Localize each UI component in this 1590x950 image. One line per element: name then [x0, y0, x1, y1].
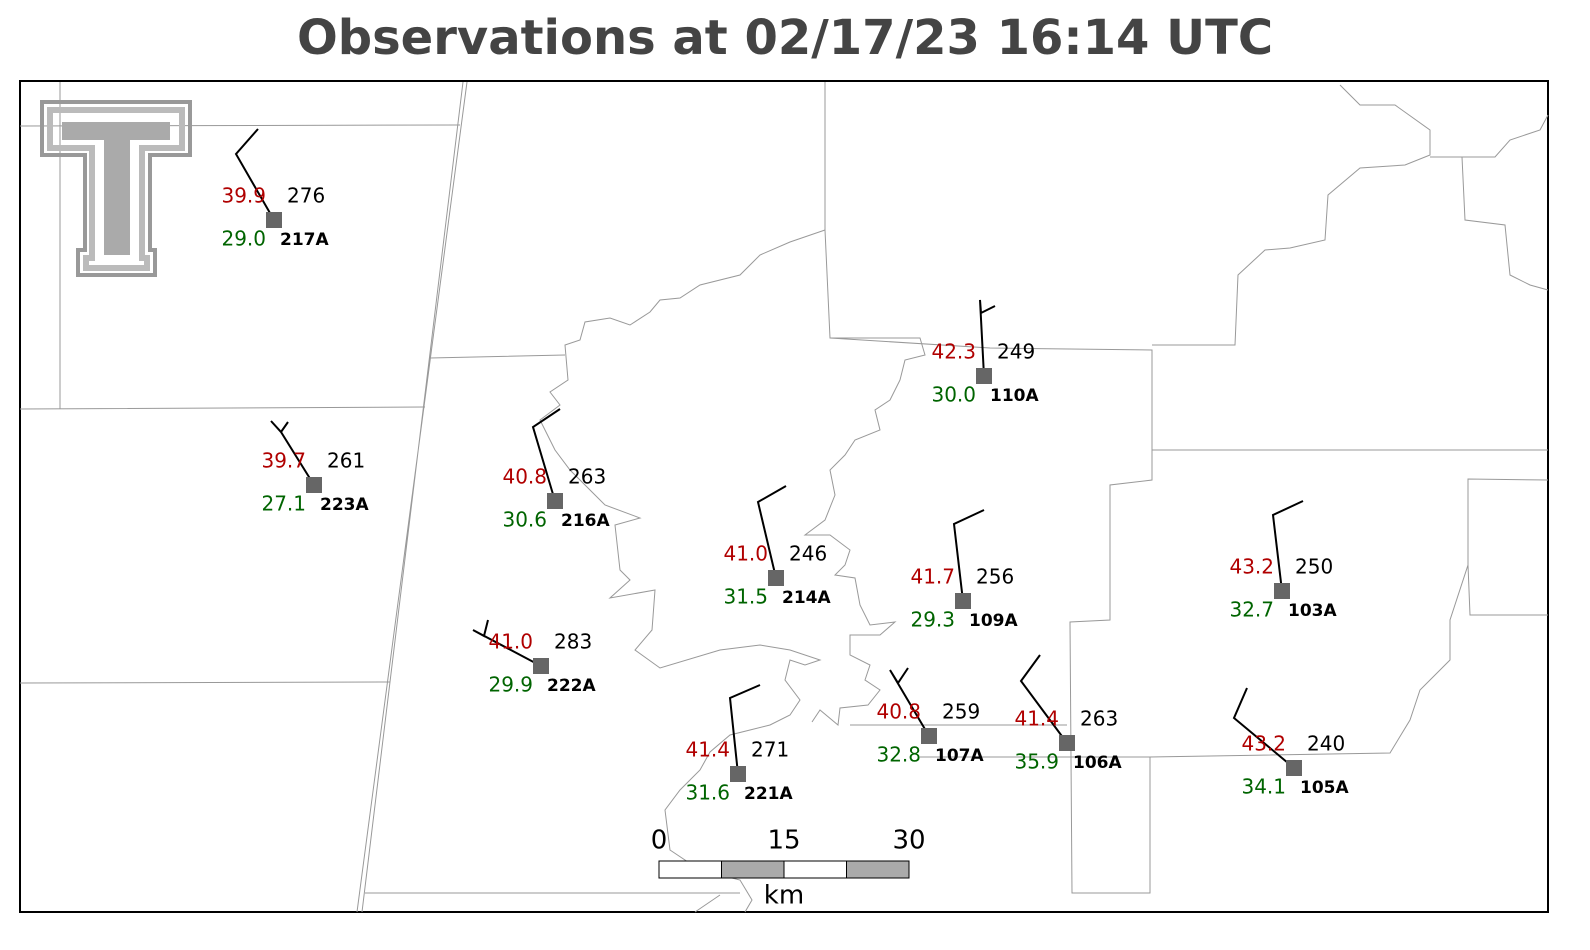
scale-segment: [721, 860, 785, 879]
station-marker: [266, 212, 282, 228]
wind-barb: [270, 420, 315, 486]
logo: [40, 100, 192, 277]
station: 43.2 250 32.7 103A: [1229, 500, 1337, 622]
dewpoint: 35.9: [1014, 750, 1059, 774]
dewpoint: 31.6: [685, 781, 730, 805]
station: 41.0 283 29.9 222A: [472, 619, 596, 697]
station-marker: [1286, 760, 1302, 776]
scale-segment: [658, 860, 722, 879]
temperature: 43.2: [1229, 555, 1274, 579]
temperature: 43.2: [1241, 732, 1286, 756]
scale-tick-label: 30: [892, 826, 925, 856]
wind-barb: [756, 485, 787, 579]
temperature: 40.8: [502, 465, 547, 489]
station: 39.9 276 29.0 217A: [221, 128, 329, 251]
station-marker: [533, 658, 549, 674]
wind-barb: [1019, 654, 1068, 744]
wind-barb: [1271, 500, 1304, 592]
scale-unit: km: [764, 881, 804, 911]
pressure: 263: [568, 465, 606, 489]
pressure: 249: [997, 340, 1035, 364]
pressure: 240: [1307, 732, 1345, 756]
station: 41.7 256 29.3 109A: [910, 509, 1018, 632]
station-marker: [306, 477, 322, 493]
temperature: 41.0: [723, 542, 768, 566]
wind-barb: [472, 619, 542, 667]
station-marker: [768, 570, 784, 586]
wind-barb: [728, 684, 761, 775]
wind-barb: [889, 667, 930, 737]
station: 40.8 263 30.6 216A: [502, 408, 610, 532]
station-id: 221A: [744, 784, 793, 804]
dewpoint: 32.7: [1229, 598, 1274, 622]
wind-barb: [1232, 687, 1295, 769]
temperature: 39.7: [261, 449, 306, 473]
pressure: 259: [942, 700, 980, 724]
scale-tick-label: 15: [767, 826, 800, 856]
station: 42.3 249 30.0 110A: [931, 299, 1039, 407]
station-id: 106A: [1073, 753, 1122, 773]
station-id: 107A: [935, 746, 984, 766]
station: 41.0 246 31.5 214A: [723, 485, 831, 609]
scale-segment: [846, 860, 910, 879]
pressure: 283: [554, 630, 592, 654]
pressure: 263: [1080, 707, 1118, 731]
station-marker: [730, 766, 746, 782]
station-id: 103A: [1288, 601, 1337, 621]
temperature: 41.0: [488, 630, 533, 654]
station: 39.7 261 27.1 223A: [261, 420, 369, 516]
title: Observations at 02/17/23 16:14 UTC: [297, 10, 1273, 66]
station: 41.4 271 31.6 221A: [685, 684, 793, 805]
temperature: 41.7: [910, 565, 955, 589]
wind-barb: [952, 509, 985, 602]
station-id: 110A: [990, 386, 1039, 406]
wind-barb: [234, 128, 275, 221]
dewpoint: 29.3: [910, 608, 955, 632]
station-id: 217A: [280, 230, 329, 250]
boundaries: [19, 80, 1549, 913]
dewpoint: 30.6: [502, 508, 547, 532]
pressure: 256: [976, 565, 1014, 589]
dewpoint: 29.0: [221, 227, 266, 251]
station-marker: [547, 493, 563, 509]
temperature: 41.4: [1014, 707, 1059, 731]
dewpoint: 27.1: [261, 492, 306, 516]
station-id: 214A: [782, 588, 831, 608]
wind-barb: [979, 299, 996, 377]
dewpoint: 30.0: [931, 383, 976, 407]
station: 43.2 240 34.1 105A: [1232, 687, 1349, 799]
station: 41.4 263 35.9 106A: [1014, 654, 1122, 774]
pressure: 276: [287, 184, 325, 208]
dewpoint: 29.9: [488, 673, 533, 697]
dewpoint: 34.1: [1241, 775, 1286, 799]
stations: 39.9 276 29.0 217A 39.7 261 27.1 223A 40.8 263 30.…: [221, 128, 1349, 805]
temperature: 39.9: [221, 184, 266, 208]
pressure: 246: [789, 542, 827, 566]
pressure: 261: [327, 449, 365, 473]
scale-segment: [783, 860, 847, 879]
station: 40.8 259 32.8 107A: [876, 667, 984, 767]
station-marker: [921, 728, 937, 744]
station-marker: [976, 368, 992, 384]
station-marker: [1059, 735, 1075, 751]
pressure: 250: [1295, 555, 1333, 579]
temperature: 42.3: [931, 340, 976, 364]
temperature: 40.8: [876, 700, 921, 724]
station-id: 109A: [969, 611, 1018, 631]
scale-tick-label: 0: [651, 826, 668, 856]
station-id: 222A: [547, 676, 596, 696]
station-id: 105A: [1300, 778, 1349, 798]
dewpoint: 32.8: [876, 743, 921, 767]
station-id: 223A: [320, 495, 369, 515]
temperature: 41.4: [685, 738, 730, 762]
pressure: 271: [751, 738, 789, 762]
dewpoint: 31.5: [723, 585, 768, 609]
scale-bar: 0 15 30 km: [651, 826, 926, 911]
station-marker: [1274, 583, 1290, 599]
wind-barb: [531, 408, 561, 502]
station-marker: [955, 593, 971, 609]
station-id: 216A: [561, 511, 610, 531]
